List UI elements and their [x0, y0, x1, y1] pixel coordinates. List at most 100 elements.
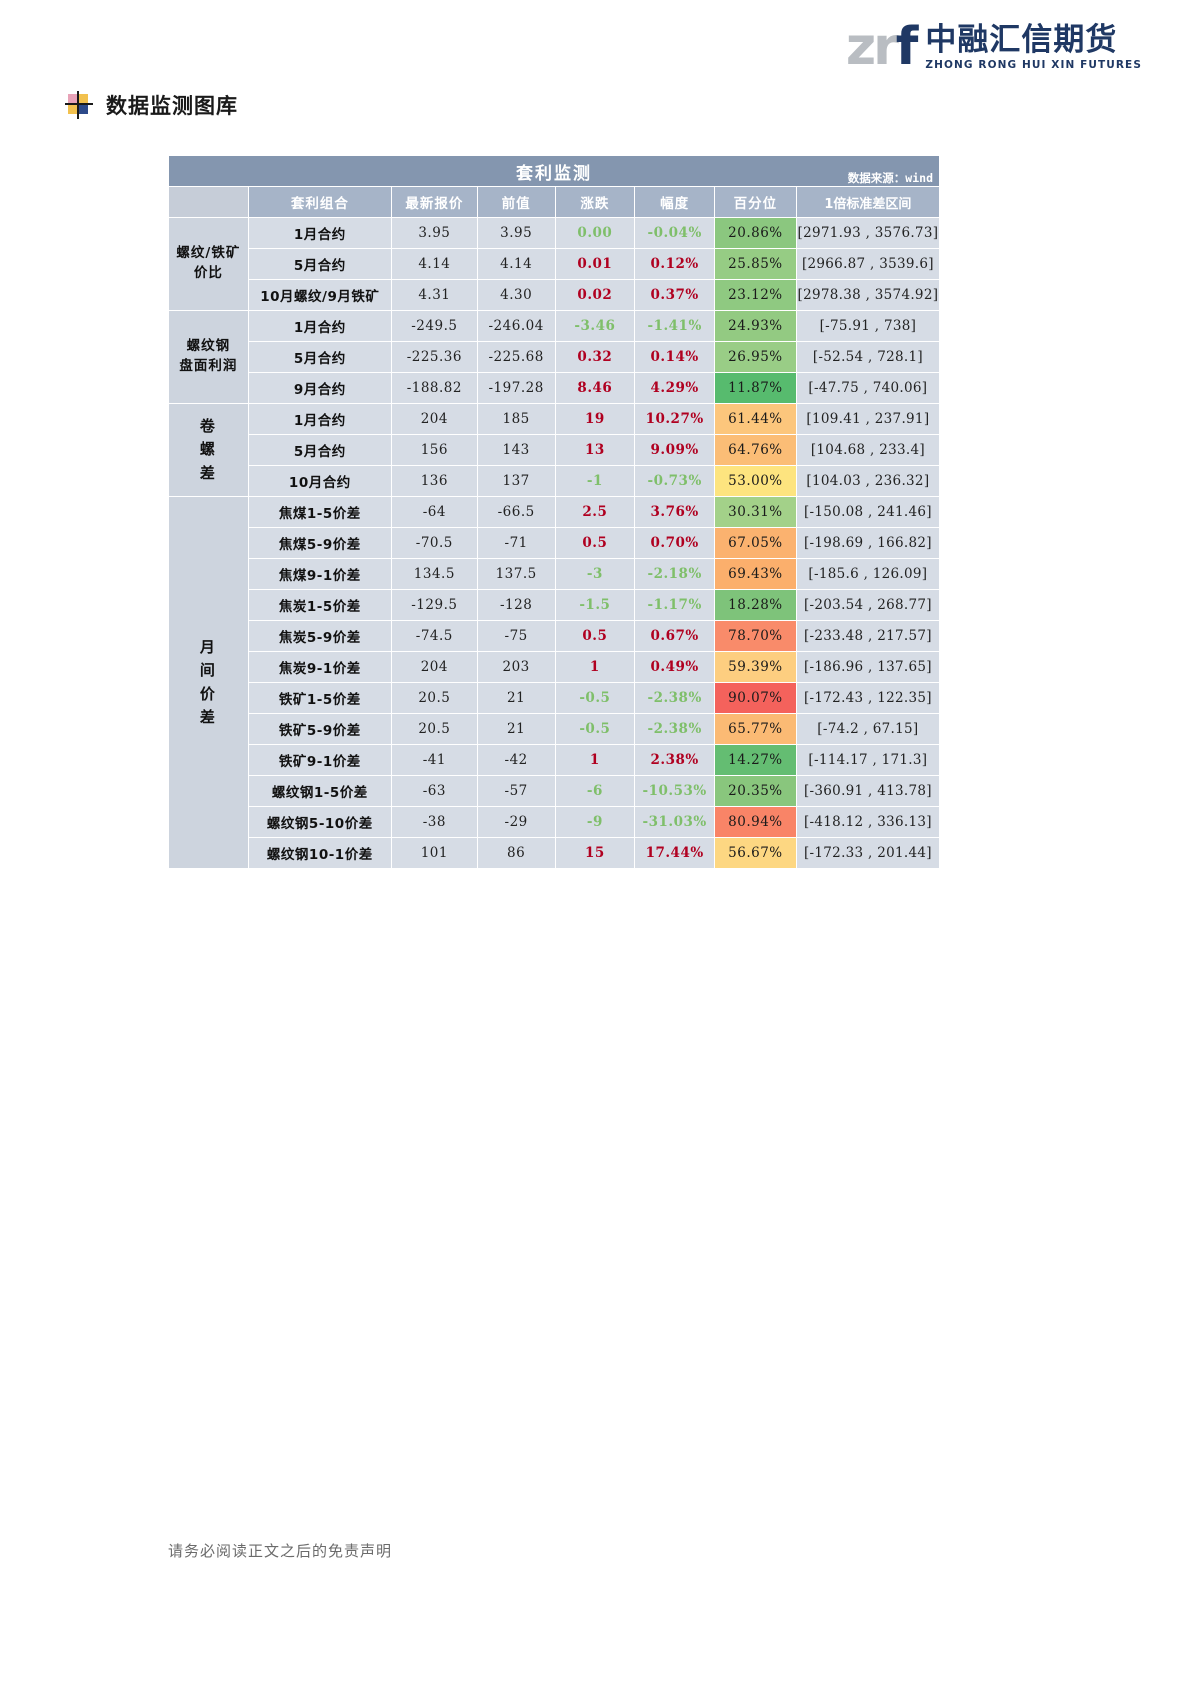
cell-combo: 螺纹钢5-10价差 [247, 806, 392, 838]
table-row: 焦煤9-1价差 134.5 137.5 -3 -2.18% 69.43% [-185.6 ,… [169, 558, 941, 590]
cell-latest-price: 134.5 [390, 558, 478, 590]
cell-combo: 10月合约 [247, 465, 392, 497]
cell-amplitude: 9.09% [634, 434, 715, 466]
cell-percentile: 26.95% [714, 341, 797, 373]
table-row: 螺纹钢1-5价差 -63 -57 -6 -10.53% 20.35% [-360.91 , … [169, 775, 941, 807]
cell-change: -1.5 [554, 589, 636, 621]
cell-combo: 5月合约 [247, 248, 392, 280]
cell-std-interval: [2966.87 , 3539.6] [795, 248, 941, 280]
cell-amplitude: -2.38% [634, 682, 715, 714]
page-title-row: 数据监测图库 [65, 90, 238, 120]
cell-std-interval: [-114.17 , 171.3] [795, 744, 941, 776]
cell-latest-price: -129.5 [390, 589, 478, 621]
cell-change: 0.5 [554, 527, 636, 559]
cell-combo: 焦炭1-5价差 [247, 589, 392, 621]
logo-company-name-cn: 中融汇信期货 [925, 22, 1118, 59]
cell-change: -9 [554, 806, 636, 838]
cell-std-interval: [-172.43 , 122.35] [795, 682, 941, 714]
cell-previous-value: 21 [476, 713, 556, 745]
table-row: 螺纹钢5-10价差 -38 -29 -9 -31.03% 80.94% [-418.12 ,… [169, 806, 941, 838]
table-row: 焦煤5-9价差 -70.5 -71 0.5 0.70% 67.05% [-198.69 , … [169, 527, 941, 559]
cell-previous-value: 86 [476, 837, 556, 869]
cell-std-interval: [-185.6 , 126.09] [795, 558, 941, 590]
cell-combo: 焦煤1-5价差 [247, 496, 392, 528]
row-group-label: 螺纹/铁矿 价比 [168, 217, 249, 311]
cell-combo: 5月合约 [247, 434, 392, 466]
cell-combo: 螺纹钢10-1价差 [247, 837, 392, 869]
cell-previous-value: -66.5 [476, 496, 556, 528]
cell-latest-price: -38 [390, 806, 478, 838]
cell-percentile: 69.43% [714, 558, 797, 590]
cell-change: 8.46 [554, 372, 636, 404]
arbitrage-monitor-table-wrap: 套利监测 数据来源：wind 套利组合 最新报价 前值 涨跌 幅度 百分位 1倍标准差区间 … [168, 155, 941, 869]
cell-previous-value: -246.04 [476, 310, 556, 342]
logo-company-name-en: ZHONG RONG HUI XIN FUTURES [925, 58, 1142, 71]
table-banner-title: 套利监测 [516, 163, 592, 184]
logo-mark-zr: zr [845, 17, 899, 77]
table-row: 螺纹钢 盘面利润 1月合约 -249.5 -246.04 -3.46 -1.41% 24.93… [168, 310, 941, 404]
cell-percentile: 61.44% [714, 403, 797, 435]
cell-amplitude: 0.14% [634, 341, 715, 373]
cell-latest-price: -225.36 [390, 341, 478, 373]
cell-std-interval: [104.03 , 236.32] [795, 465, 941, 497]
cell-previous-value: -42 [476, 744, 556, 776]
cell-std-interval: [-360.91 , 413.78] [795, 775, 941, 807]
cell-amplitude: -31.03% [634, 806, 715, 838]
cell-combo: 铁矿5-9价差 [247, 713, 392, 745]
cell-change: 0.32 [554, 341, 636, 373]
table-row: 9月合约 -188.82 -197.28 8.46 4.29% 11.87% [-47.75… [169, 372, 941, 404]
cell-amplitude: 10.27% [634, 403, 715, 435]
cell-percentile: 11.87% [714, 372, 797, 404]
cell-latest-price: 204 [390, 651, 478, 683]
cell-previous-value: -71 [476, 527, 556, 559]
cell-amplitude: 4.29% [634, 372, 715, 404]
cell-amplitude: 0.49% [634, 651, 715, 683]
cell-change: 0.02 [554, 279, 636, 311]
cell-latest-price: -70.5 [390, 527, 478, 559]
cell-std-interval: [-47.75 , 740.06] [795, 372, 941, 404]
cell-amplitude: 0.67% [634, 620, 715, 652]
pinwheel-icon [65, 91, 93, 119]
table-row: 月间价差焦煤1-5价差 -64 -66.5 2.5 3.76% 30.31% [-150.0… [168, 496, 941, 869]
cell-change: -0.5 [554, 682, 636, 714]
cell-latest-price: -41 [390, 744, 478, 776]
cell-change: -3.46 [554, 310, 636, 342]
cell-percentile: 14.27% [714, 744, 797, 776]
table-row: 5月合约 -225.36 -225.68 0.32 0.14% 26.95% [-52.54… [169, 341, 941, 373]
cell-percentile: 53.00% [714, 465, 797, 497]
cell-latest-price: -74.5 [390, 620, 478, 652]
logo-mark: zrf [846, 21, 918, 73]
row-group-label: 月间价差 [168, 496, 249, 869]
cell-combo: 焦煤9-1价差 [247, 558, 392, 590]
cell-amplitude: -1.17% [634, 589, 715, 621]
table-column-header-blank [168, 186, 249, 218]
cell-combo: 螺纹钢1-5价差 [247, 775, 392, 807]
table-column-header-4: 涨跌 [554, 186, 636, 218]
cell-combo: 10月螺纹/9月铁矿 [247, 279, 392, 311]
table-head: 套利监测 数据来源：wind 套利组合 最新报价 前值 涨跌 幅度 百分位 1倍标准差区间 [168, 155, 941, 218]
cell-std-interval: [-186.96 , 137.65] [795, 651, 941, 683]
cell-combo: 5月合约 [247, 341, 392, 373]
cell-change: 1 [554, 744, 636, 776]
table-column-header-7: 1倍标准差区间 [795, 186, 941, 218]
cell-combo: 焦炭9-1价差 [247, 651, 392, 683]
cell-amplitude: 3.76% [634, 496, 715, 528]
cell-latest-price: 136 [390, 465, 478, 497]
cell-percentile: 64.76% [714, 434, 797, 466]
cell-percentile: 80.94% [714, 806, 797, 838]
cell-std-interval: [-74.2 , 67.15] [795, 713, 941, 745]
cell-percentile: 30.31% [714, 496, 797, 528]
cell-amplitude: -2.38% [634, 713, 715, 745]
row-group-label: 螺纹钢 盘面利润 [168, 310, 249, 404]
table-row: 焦炭1-5价差 -129.5 -128 -1.5 -1.17% 18.28% [-203.5… [169, 589, 941, 621]
table-banner-cell: 套利监测 数据来源：wind [168, 155, 940, 187]
table-row: 铁矿1-5价差 20.5 21 -0.5 -2.38% 90.07% [-172.43 , … [169, 682, 941, 714]
cell-amplitude: 2.38% [634, 744, 715, 776]
cell-change: -0.5 [554, 713, 636, 745]
cell-std-interval: [-233.48 , 217.57] [795, 620, 941, 652]
cell-previous-value: 203 [476, 651, 556, 683]
cell-latest-price: 3.95 [390, 217, 478, 249]
cell-previous-value: -225.68 [476, 341, 556, 373]
cell-combo: 焦炭5-9价差 [247, 620, 392, 652]
cell-std-interval: [-203.54 , 268.77] [795, 589, 941, 621]
